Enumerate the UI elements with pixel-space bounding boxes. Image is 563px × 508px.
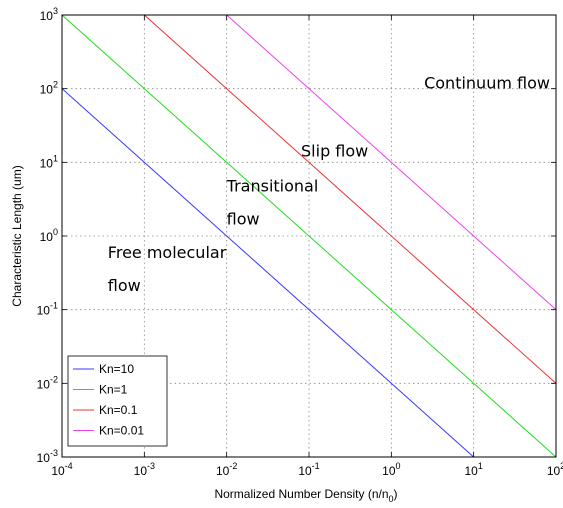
series-line-kn-1: [61, 14, 557, 458]
x-tick-label: 100: [382, 461, 400, 478]
x-axis-title-subscript: 0: [389, 494, 394, 504]
region-label: flow: [108, 276, 141, 295]
x-tick-label: 10-1: [298, 461, 319, 478]
x-axis-title: Normalized Number Density (n/n0): [214, 487, 397, 504]
y-tick-label: 101: [40, 153, 58, 170]
legend-label-kn-0-1: Kn=0.1: [99, 403, 138, 417]
region-label: flow: [227, 210, 260, 229]
x-tick-label: 10-2: [216, 461, 237, 478]
x-tick-label: 10-3: [134, 461, 155, 478]
x-tick-label: 10-4: [51, 461, 72, 478]
x-tick-label: 102: [547, 461, 563, 478]
legend: Kn=10 Kn=1 Kn=0.1 Kn=0.01: [67, 355, 168, 447]
region-label: Slip flow: [301, 142, 368, 161]
legend-label-kn-10: Kn=10: [99, 362, 134, 376]
region-label: Transitional: [226, 177, 319, 196]
y-tick-label: 10-1: [37, 301, 58, 318]
series-line-kn-0-01: [226, 14, 557, 311]
series-line-kn-10: [61, 88, 475, 458]
x-tick-label: 101: [464, 461, 482, 478]
series-line-kn-0-1: [143, 14, 557, 384]
series-layer: [61, 14, 557, 458]
region-label: Free molecular: [108, 243, 227, 262]
y-axis-title: Characteristic Length (um): [10, 165, 24, 306]
legend-label-kn-1: Kn=1: [99, 383, 128, 397]
y-tick-label: 103: [40, 6, 58, 23]
x-axis-title-text: Normalized Number Density (n/n: [214, 487, 388, 501]
axis-ticks: 10-4 10-3 10-2 10-1 100 101 10210-310-210-1100…: [37, 6, 563, 478]
legend-label-kn-0-01: Kn=0.01: [99, 424, 144, 438]
y-tick-label: 100: [40, 227, 58, 244]
region-label: Continuum flow: [424, 74, 550, 93]
y-tick-label: 102: [40, 80, 58, 97]
y-tick-label: 10-3: [37, 448, 58, 465]
y-tick-label: 10-2: [37, 374, 58, 391]
x-axis-title-close: ): [394, 487, 398, 501]
